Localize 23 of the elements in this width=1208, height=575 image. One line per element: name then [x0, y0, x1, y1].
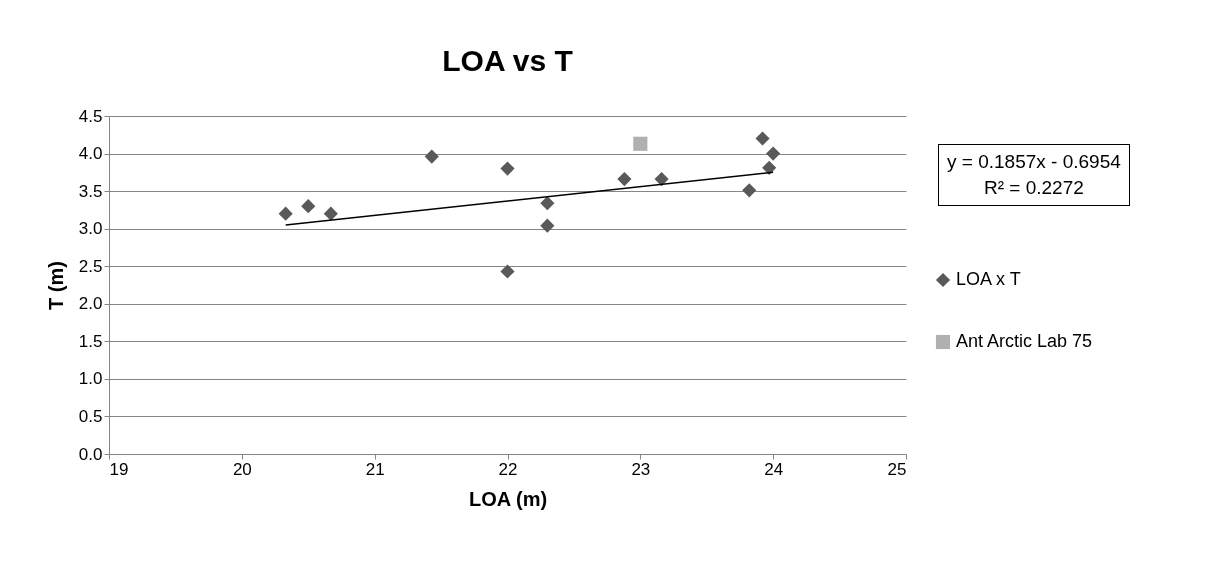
legend-label: LOA x T [956, 269, 1021, 289]
x-tick-label: 22 [498, 459, 518, 479]
x-tick-label: 25 [887, 459, 907, 479]
y-tick-label: 3.0 [78, 219, 103, 239]
y-tick-label: 2.5 [78, 256, 103, 276]
y-tick-label: 0.0 [78, 444, 103, 464]
equation-box: y = 0.1857x - 0.6954 R² = 0.2272 [938, 144, 1130, 206]
y-tick-label: 3.5 [78, 181, 103, 201]
x-tick-label: 20 [232, 459, 252, 479]
y-tick-label: 4.0 [78, 144, 103, 164]
legend-label: Ant Arctic Lab 75 [956, 331, 1093, 351]
x-tick-label: 19 [109, 459, 129, 479]
y-tick-label: 2.0 [78, 294, 103, 314]
x-axis-title: LOA (m) [468, 487, 548, 510]
x-tick-label: 21 [365, 459, 385, 479]
y-tick-label: 1.5 [78, 331, 103, 351]
y-axis-title: T (m) [44, 261, 67, 310]
chart-title: LOA vs T [442, 44, 573, 77]
x-tick-label: 23 [631, 459, 651, 479]
y-tick-label: 0.5 [78, 406, 103, 426]
y-tick-label: 1.0 [78, 369, 103, 389]
x-tick-label: 24 [764, 459, 784, 479]
y-tick-label: 4.5 [78, 106, 103, 126]
